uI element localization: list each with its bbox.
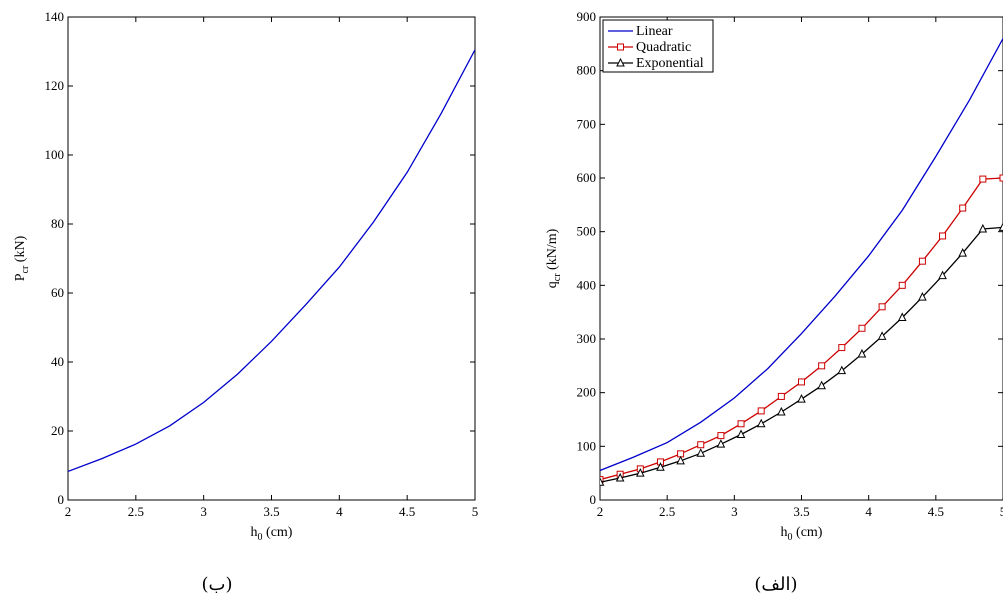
legend-label: Quadratic: [636, 40, 691, 55]
data-point: [959, 204, 967, 212]
data-point: [918, 257, 926, 265]
panel-caption: (الف): [754, 574, 797, 595]
series-linear: [600, 38, 1003, 472]
x-tick-label: 2.5: [128, 504, 144, 519]
y-axis-label: qcr (kN/m): [545, 228, 563, 288]
y-tick-label: 0: [58, 492, 65, 507]
y-axis-label: Pcr (kN): [13, 235, 31, 281]
plot-frame: [599, 16, 1003, 501]
y-tick-label: 900: [577, 9, 597, 24]
data-point: [798, 378, 805, 386]
data-point: [999, 174, 1003, 182]
y-tick-label: 600: [577, 170, 597, 185]
data-point: [837, 365, 847, 375]
series-line: [68, 49, 475, 473]
data-point: [777, 392, 785, 400]
series-line: [600, 226, 1003, 483]
chart-panel-2: 2 2.5 3 3.5 4 4.5 5 0 100 200 300 400 500 600 700 800 90…: [545, 9, 1003, 595]
x-tick-label: 5: [1000, 504, 1003, 519]
legend-label: Linear: [636, 24, 673, 39]
legend-marker: [616, 57, 625, 67]
series-line: [600, 177, 1003, 481]
data-point: [938, 270, 947, 280]
x-tick-label: 2: [65, 504, 72, 519]
x-tick-label: 4.5: [928, 504, 944, 519]
series-line: [600, 38, 1003, 472]
plot-frame: [67, 16, 476, 501]
y-tick-label: 0: [590, 492, 597, 507]
data-point: [635, 468, 645, 477]
data-point: [676, 455, 685, 465]
y-tick-label: 500: [577, 224, 597, 239]
data-point: [716, 439, 726, 448]
chart-panel-1: 2 2.5 3 3.5 4 4.5 5 0 20 40 60 80 100 120 140 h0 (cm) Pc…: [13, 9, 478, 595]
y-tick-label: 700: [577, 116, 597, 131]
y-tick-label: 120: [45, 78, 65, 93]
x-tick-label: 4.5: [399, 504, 415, 519]
y-tick-label: 200: [577, 385, 597, 400]
data-point: [756, 418, 766, 428]
data-point: [818, 362, 826, 370]
y-tick-label: 80: [51, 216, 64, 231]
data-point: [838, 344, 846, 352]
data-point: [717, 432, 725, 440]
data-point: [958, 248, 968, 257]
y-tick-label: 20: [51, 423, 64, 438]
series-exponential: [600, 222, 1003, 486]
data-point: [979, 175, 987, 183]
y-tick-label: 140: [45, 9, 65, 24]
y-tick-label: 100: [577, 438, 597, 453]
data-point: [858, 324, 866, 332]
x-tick-label: 4: [336, 504, 343, 519]
data-point: [877, 331, 887, 340]
data-point: [817, 380, 826, 390]
data-point: [600, 477, 605, 486]
data-point: [697, 441, 705, 449]
y-tick-label: 60: [51, 285, 64, 300]
x-tick-label: 3: [731, 504, 738, 519]
y-tick-label: 400: [577, 277, 597, 292]
data-point: [615, 472, 625, 482]
y-tick-label: 100: [45, 147, 65, 162]
data-point: [918, 292, 927, 301]
data-point: [978, 223, 988, 233]
x-axis-label: h0 (cm): [251, 525, 293, 543]
data-point: [878, 303, 886, 311]
x-tick-label: 4: [865, 504, 872, 519]
series-quadratic: [600, 174, 1003, 484]
y-tick-label: 300: [577, 331, 597, 346]
panel-caption: (ب): [202, 574, 233, 595]
data-point: [736, 429, 746, 439]
x-tick-label: 2: [597, 504, 604, 519]
x-tick-label: 3.5: [263, 504, 279, 519]
x-axis-label: h0 (cm): [781, 525, 823, 543]
data-point: [898, 281, 906, 289]
data-point: [696, 448, 706, 457]
x-tick-label: 2.5: [659, 504, 675, 519]
data-point: [656, 462, 665, 471]
data-point: [600, 476, 604, 484]
series-1: [68, 49, 475, 473]
y-tick-label: 800: [577, 63, 597, 78]
x-tick-label: 5: [472, 504, 479, 519]
legend-label: Exponential: [636, 56, 704, 71]
data-point: [998, 222, 1003, 231]
data-point: [897, 312, 907, 322]
x-tick-label: 3: [200, 504, 207, 519]
data-point: [857, 348, 867, 358]
y-tick-label: 40: [51, 354, 64, 369]
x-tick-label: 3.5: [793, 504, 809, 519]
data-point: [939, 232, 947, 240]
data-point: [797, 393, 806, 403]
data-point: [777, 406, 786, 416]
data-point: [737, 420, 745, 428]
legend-marker: [617, 43, 624, 51]
data-point: [757, 407, 765, 415]
